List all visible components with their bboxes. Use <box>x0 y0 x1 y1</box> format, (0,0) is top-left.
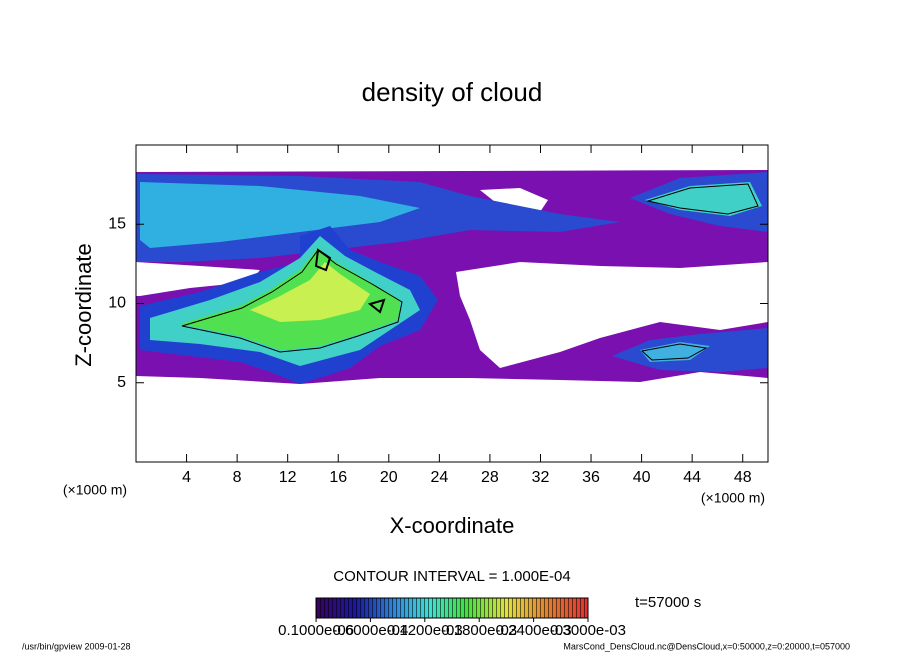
x-tick-label: 24 <box>430 469 448 486</box>
x-tick-label: 20 <box>380 469 398 486</box>
y-tick-label: 5 <box>117 374 126 391</box>
contour-lines <box>181 183 759 361</box>
yellow-core <box>250 262 370 322</box>
density-field <box>136 170 768 384</box>
y-tick-label: 15 <box>108 215 126 232</box>
x-tick-label: 36 <box>582 469 600 486</box>
x-tick-label: 28 <box>481 469 499 486</box>
y-axis-label: Z-coordinate <box>71 243 96 367</box>
cyan-band <box>140 182 420 248</box>
x-tick-label: 40 <box>633 469 651 486</box>
colorbar-tick-label: 0.1800e-03 <box>441 622 517 639</box>
x-tick-label: 4 <box>182 469 191 486</box>
colorbar-tick-label: 0.1000e-06 <box>278 622 354 639</box>
x-tick-label: 32 <box>532 469 550 486</box>
chart-title: density of cloud <box>362 77 543 107</box>
x-unit: (×1000 m) <box>701 490 765 506</box>
footer-right: MarsCond_DensCloud.nc@DensCloud,x=0:5000… <box>563 641 850 651</box>
contour-interval: CONTOUR INTERVAL = 1.000E-04 <box>333 568 570 585</box>
x-tick-label: 8 <box>233 469 242 486</box>
colorbar-tick-label: 0.6000e-04 <box>332 622 408 639</box>
colorbar-tick-label: 0.2400e-03 <box>496 622 572 639</box>
cyan-blob <box>645 182 762 216</box>
colorbar-tick-label: 0.3000e-03 <box>550 622 626 639</box>
x-tick-label: 16 <box>329 469 347 486</box>
colorbar-tick-label: 0.1200e-03 <box>387 622 463 639</box>
footer-left: /usr/bin/gpview 2009-01-28 <box>22 641 131 651</box>
colorbar-stripes <box>316 598 588 618</box>
gap <box>480 188 548 212</box>
x-tick-label: 48 <box>734 469 752 486</box>
colorbar-frame <box>315 597 589 619</box>
gap <box>136 262 260 296</box>
time-label: t=57000 s <box>635 594 701 611</box>
x-axis-label: X-coordinate <box>390 513 515 538</box>
y-tick-label: 10 <box>108 295 126 312</box>
y-unit: (×1000 m) <box>63 482 127 498</box>
x-tick-label: 44 <box>683 469 701 486</box>
x-tick-label: 12 <box>279 469 297 486</box>
gap <box>456 262 768 368</box>
cyan-blob <box>640 342 710 362</box>
